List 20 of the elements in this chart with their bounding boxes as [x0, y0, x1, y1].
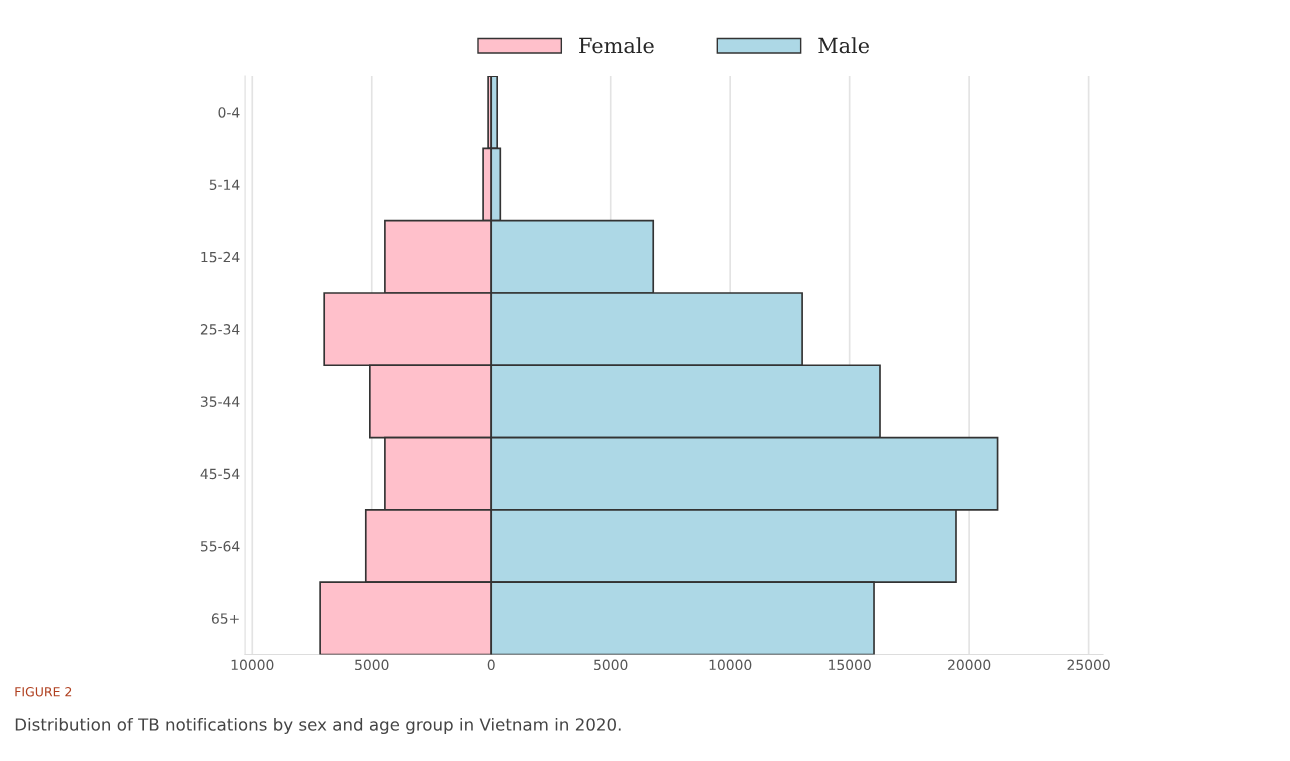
caption: FIGURE 2 [15, 687, 72, 697]
y-tick-label: 15-24 [201, 251, 240, 263]
y-tick-label: 35-44 [200, 396, 240, 407]
y-tick-label: 65+ [211, 613, 239, 624]
x-tick-label: 10000 [709, 659, 752, 671]
legend-label: Male [818, 37, 870, 54]
x-tick-label: 5000 [594, 659, 628, 671]
y-tick-label: 0-4 [218, 107, 240, 118]
x-tick-label: 15000 [829, 659, 871, 671]
y-tick-label: 5-14 [209, 179, 240, 191]
x-tick-label: 20000 [948, 659, 991, 671]
legend-label: Female [579, 37, 654, 54]
x-tick-label: 0 [487, 659, 495, 671]
y-tick-label: 55-64 [200, 540, 240, 552]
x-tick-label: 25000 [1067, 659, 1110, 671]
x-tick-label: 10000 [231, 659, 274, 671]
y-tick-label: 25-34 [200, 324, 240, 335]
x-tick-label: 5000 [355, 659, 389, 671]
y-tick-label: 45-54 [200, 468, 240, 480]
text: Distribution of TB notifications by sex and age group in Vietnam in 2020. [15, 717, 621, 735]
